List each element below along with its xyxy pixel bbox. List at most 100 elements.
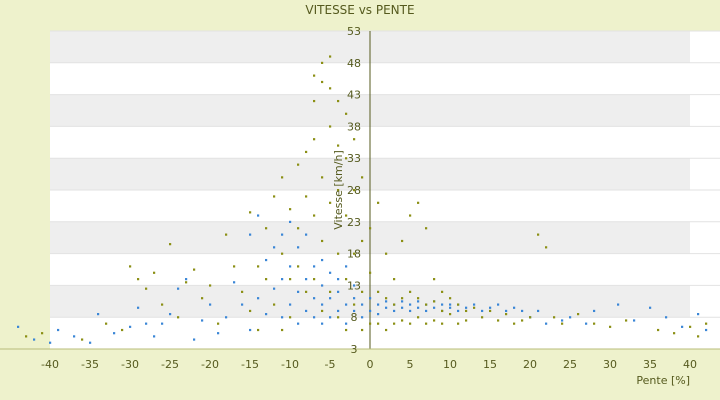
data-point-olive xyxy=(297,227,300,230)
data-point-olive xyxy=(321,61,324,64)
y-tick-label: 8 xyxy=(351,311,358,324)
data-point-blue xyxy=(465,306,468,309)
y-tick-label: 23 xyxy=(347,216,361,229)
y-axis-title: Vitesse [km/h] xyxy=(332,150,345,230)
data-point-olive xyxy=(273,195,276,198)
data-point-blue xyxy=(337,309,340,313)
y-tick-label: 43 xyxy=(347,89,361,102)
data-point-olive xyxy=(441,309,444,313)
data-point-olive xyxy=(241,290,244,293)
data-point-olive xyxy=(689,325,692,328)
data-point-olive xyxy=(297,163,300,166)
data-point-blue xyxy=(289,265,292,268)
data-point-blue xyxy=(249,233,252,236)
data-point-blue xyxy=(137,306,140,309)
data-point-blue xyxy=(473,303,476,306)
data-point-olive xyxy=(209,284,212,287)
data-point-olive xyxy=(281,328,284,332)
data-point-olive xyxy=(249,211,252,214)
data-point-olive xyxy=(433,278,436,281)
data-point-olive xyxy=(321,80,324,84)
data-point-olive xyxy=(425,322,428,325)
data-point-blue xyxy=(537,309,540,313)
data-point-olive xyxy=(305,150,308,154)
data-point-olive xyxy=(657,328,660,332)
data-point-olive xyxy=(225,233,228,236)
x-axis-title: Pente [%] xyxy=(636,374,690,387)
data-point-olive xyxy=(433,319,436,322)
data-point-blue xyxy=(329,316,332,319)
data-point-blue xyxy=(97,313,100,316)
data-point-olive xyxy=(529,316,532,319)
data-point-olive xyxy=(313,214,316,217)
data-point-olive xyxy=(353,138,356,141)
data-point-olive xyxy=(673,332,676,335)
data-point-blue xyxy=(177,287,180,290)
data-point-olive xyxy=(473,306,476,309)
data-point-blue xyxy=(305,309,308,313)
data-point-olive xyxy=(329,55,332,58)
data-point-olive xyxy=(329,87,332,90)
data-point-olive xyxy=(201,297,204,300)
data-point-blue xyxy=(409,309,412,313)
data-point-olive xyxy=(553,316,556,319)
data-point-blue xyxy=(457,309,460,313)
data-point-olive xyxy=(377,201,380,204)
data-point-olive xyxy=(369,271,372,274)
data-point-blue xyxy=(433,306,436,309)
data-point-olive xyxy=(441,322,444,325)
data-point-olive xyxy=(273,303,276,306)
data-point-blue xyxy=(257,214,260,217)
data-point-olive xyxy=(161,303,164,306)
data-point-olive xyxy=(625,319,628,322)
data-point-olive xyxy=(145,287,148,290)
x-tick-label: 30 xyxy=(603,358,617,371)
x-tick-label: -5 xyxy=(325,358,336,371)
data-point-blue xyxy=(321,303,324,306)
data-point-olive xyxy=(449,313,452,316)
data-point-olive xyxy=(441,290,444,293)
data-point-olive xyxy=(369,227,372,230)
data-point-blue xyxy=(281,233,284,236)
x-tick-label: -40 xyxy=(41,358,59,371)
data-point-olive xyxy=(345,112,348,115)
data-point-olive xyxy=(289,278,292,281)
data-point-olive xyxy=(393,303,396,306)
data-point-blue xyxy=(33,338,36,341)
x-tick-label: 5 xyxy=(407,358,414,371)
data-point-olive xyxy=(433,300,436,303)
data-point-blue xyxy=(449,303,452,306)
data-point-blue xyxy=(513,306,516,309)
data-point-olive xyxy=(321,176,324,179)
data-point-blue xyxy=(153,335,156,338)
data-point-olive xyxy=(361,239,364,243)
data-point-blue xyxy=(345,322,348,325)
data-point-olive xyxy=(465,319,468,322)
data-point-blue xyxy=(321,284,324,287)
data-point-blue xyxy=(329,271,332,274)
data-point-blue xyxy=(369,309,372,313)
data-point-blue xyxy=(305,233,308,236)
x-tick-label: -20 xyxy=(201,358,219,371)
data-point-olive xyxy=(337,189,340,192)
y-tick-label: 53 xyxy=(347,25,361,38)
data-point-blue xyxy=(681,325,684,328)
data-point-olive xyxy=(561,322,564,325)
data-point-blue xyxy=(257,297,260,300)
data-point-olive xyxy=(313,74,316,77)
data-point-blue xyxy=(481,309,484,313)
data-point-olive xyxy=(369,322,372,325)
x-tick-label: 20 xyxy=(523,358,537,371)
x-tick-label: 35 xyxy=(643,358,657,371)
data-point-olive xyxy=(417,316,420,319)
data-point-olive xyxy=(545,246,548,249)
data-point-blue xyxy=(353,297,356,300)
data-point-blue xyxy=(321,258,324,262)
data-point-olive xyxy=(297,265,300,268)
data-point-olive xyxy=(353,189,356,192)
data-point-olive xyxy=(129,265,132,268)
data-point-olive xyxy=(105,322,108,325)
data-point-olive xyxy=(345,278,348,281)
data-point-olive xyxy=(265,227,268,230)
data-point-blue xyxy=(417,306,420,309)
